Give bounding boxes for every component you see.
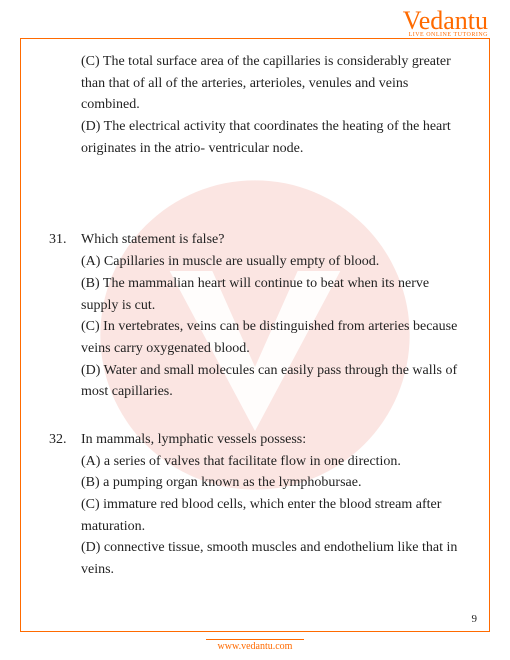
brand-block: Vedantu LIVE ONLINE TUTORING	[403, 8, 488, 38]
option-b: (B) The mammalian heart will continue to…	[81, 273, 461, 316]
question-block: 32. In mammals, lymphatic vessels posses…	[49, 429, 461, 581]
question-block: 31. Which statement is false? (A) Capill…	[49, 229, 461, 403]
page-frame: (C) The total surface area of the capill…	[20, 38, 490, 632]
footer: www.vedantu.com	[0, 636, 510, 654]
question-stem: Which statement is false?	[81, 229, 461, 251]
question-number: 31.	[49, 229, 81, 251]
option-c: (C) The total surface area of the capill…	[81, 51, 461, 116]
brand-name: Vedantu	[403, 8, 488, 34]
continued-question-block: (C) The total surface area of the capill…	[49, 51, 461, 159]
question-number: 32.	[49, 429, 81, 451]
option-a: (A) a series of valves that facilitate f…	[81, 451, 461, 473]
option-c: (C) immature red blood cells, which ente…	[81, 494, 461, 537]
footer-url: www.vedantu.com	[206, 639, 305, 652]
option-d: (D) The electrical activity that coordin…	[81, 116, 461, 159]
option-a: (A) Capillaries in muscle are usually em…	[81, 251, 461, 273]
page-number: 9	[472, 613, 478, 625]
content-area: (C) The total surface area of the capill…	[49, 51, 461, 581]
option-b: (B) a pumping organ known as the lymphob…	[81, 472, 461, 494]
option-d: (D) Water and small molecules can easily…	[81, 360, 461, 403]
option-d: (D) connective tissue, smooth muscles an…	[81, 537, 461, 580]
question-stem: In mammals, lymphatic vessels possess:	[81, 429, 461, 451]
option-c: (C) In vertebrates, veins can be disting…	[81, 316, 461, 359]
